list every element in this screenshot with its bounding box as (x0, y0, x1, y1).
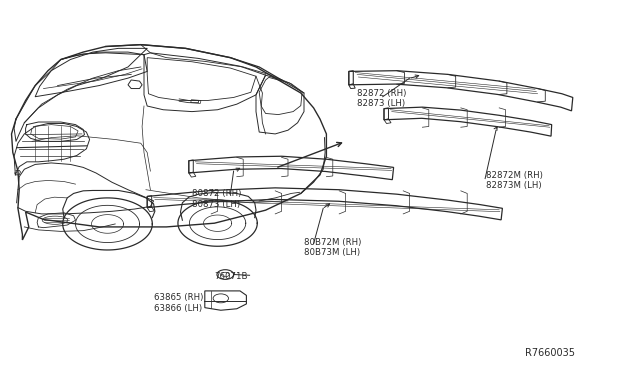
Text: 63865 (RH)
63866 (LH): 63865 (RH) 63866 (LH) (154, 294, 203, 313)
Text: 76071B: 76071B (214, 272, 248, 280)
Text: 82872 (RH)
82873 (LH): 82872 (RH) 82873 (LH) (357, 89, 406, 108)
Text: 80B72M (RH)
80B73M (LH): 80B72M (RH) 80B73M (LH) (304, 238, 362, 257)
Text: 80872 (RH)
80873 (LH): 80872 (RH) 80873 (LH) (192, 189, 241, 209)
Text: R7660035: R7660035 (525, 349, 575, 358)
Text: 82872M (RH)
82873M (LH): 82872M (RH) 82873M (LH) (486, 171, 543, 190)
